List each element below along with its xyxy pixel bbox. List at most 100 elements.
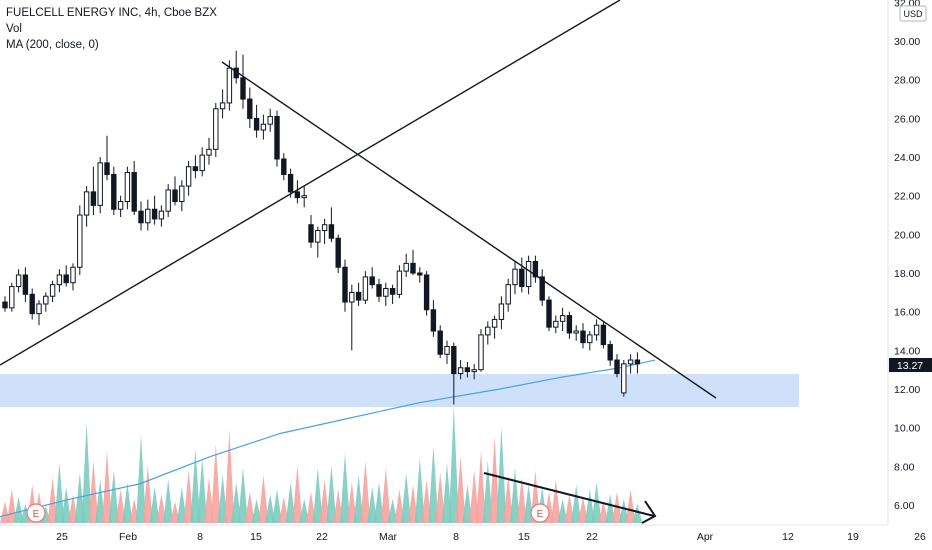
candle[interactable] — [321, 218, 328, 245]
candle[interactable] — [396, 265, 403, 299]
candle[interactable] — [274, 110, 280, 167]
candle[interactable] — [131, 160, 137, 216]
candle[interactable] — [104, 135, 110, 181]
candle[interactable] — [335, 234, 341, 274]
candle[interactable] — [9, 282, 15, 312]
candle[interactable] — [22, 267, 29, 303]
candle[interactable] — [444, 340, 450, 364]
candle[interactable] — [145, 199, 151, 231]
candle[interactable] — [165, 184, 171, 217]
candle[interactable] — [512, 261, 518, 295]
candle[interactable] — [77, 205, 83, 275]
candle[interactable] — [219, 89, 226, 119]
candle[interactable] — [83, 186, 90, 227]
candle[interactable] — [471, 363, 477, 380]
candle[interactable] — [627, 354, 634, 374]
candle[interactable] — [213, 102, 219, 158]
candle[interactable] — [349, 284, 355, 351]
candle[interactable] — [36, 300, 42, 326]
candle[interactable] — [49, 280, 56, 303]
candle[interactable] — [185, 160, 192, 196]
candle[interactable] — [226, 60, 233, 111]
candle[interactable] — [478, 329, 484, 372]
candle[interactable] — [376, 278, 382, 303]
candle[interactable] — [43, 292, 49, 312]
candle[interactable] — [553, 315, 559, 333]
candle[interactable] — [56, 269, 63, 293]
candle[interactable] — [63, 265, 69, 287]
candle[interactable] — [192, 155, 199, 179]
candle[interactable] — [634, 352, 641, 374]
candle[interactable] — [389, 284, 396, 304]
candle[interactable] — [355, 282, 362, 306]
candle[interactable] — [430, 300, 437, 337]
candle[interactable] — [138, 201, 144, 231]
candle[interactable] — [70, 263, 76, 291]
candle[interactable] — [315, 226, 321, 258]
candle[interactable] — [417, 267, 423, 283]
candle[interactable] — [253, 104, 260, 138]
candle[interactable] — [206, 137, 212, 165]
candle[interactable] — [593, 319, 600, 341]
candle[interactable] — [580, 323, 586, 349]
candle[interactable] — [267, 108, 273, 132]
candle[interactable] — [573, 325, 579, 341]
candle[interactable] — [546, 296, 552, 332]
candle[interactable] — [158, 205, 165, 227]
candle[interactable] — [260, 114, 267, 140]
candle[interactable] — [410, 249, 416, 275]
candle[interactable] — [308, 215, 314, 248]
candle[interactable] — [566, 311, 573, 339]
candle[interactable] — [247, 87, 253, 129]
candle[interactable] — [151, 195, 158, 225]
candle[interactable] — [29, 288, 35, 320]
candle[interactable] — [281, 153, 287, 181]
symbol-title[interactable]: FUELCELL ENERGY INC, 4h, Cboe BZX — [6, 7, 217, 19]
candle[interactable] — [301, 186, 307, 208]
candle[interactable] — [124, 166, 131, 210]
candle[interactable] — [498, 296, 505, 330]
candle[interactable] — [403, 253, 409, 277]
candle[interactable] — [233, 50, 239, 84]
candle[interactable] — [240, 54, 246, 109]
candle[interactable] — [423, 271, 430, 316]
candle[interactable] — [621, 360, 627, 397]
candle[interactable] — [525, 255, 532, 295]
volume-indicator-label[interactable]: Vol — [6, 23, 22, 35]
candle[interactable] — [294, 180, 301, 204]
candle[interactable] — [464, 361, 471, 378]
candle[interactable] — [485, 321, 491, 345]
candle[interactable] — [532, 255, 539, 283]
candle[interactable] — [559, 307, 566, 332]
candle[interactable] — [15, 269, 22, 293]
candle[interactable] — [2, 296, 8, 312]
candle[interactable] — [97, 157, 103, 214]
candle[interactable] — [519, 257, 525, 293]
candle[interactable] — [342, 259, 348, 312]
candle[interactable] — [600, 321, 607, 349]
candle[interactable] — [328, 207, 335, 243]
candle[interactable] — [383, 282, 389, 306]
candle[interactable] — [505, 278, 511, 312]
candle[interactable] — [437, 325, 443, 359]
candle[interactable] — [457, 360, 464, 380]
candle[interactable] — [287, 168, 294, 198]
ma-indicator-label[interactable]: MA (200, close, 0) — [6, 39, 99, 51]
candle[interactable] — [491, 315, 498, 339]
candle[interactable] — [362, 271, 369, 304]
candle[interactable] — [90, 166, 97, 216]
candle[interactable] — [587, 331, 593, 351]
candle[interactable] — [451, 342, 457, 405]
candle[interactable] — [117, 195, 124, 217]
candle[interactable] — [614, 354, 620, 378]
earnings-marker-2[interactable]: E — [530, 503, 550, 523]
earnings-marker-1[interactable]: E — [26, 503, 46, 523]
candle[interactable] — [199, 147, 205, 177]
candle[interactable] — [111, 166, 117, 216]
candle[interactable] — [607, 340, 613, 366]
candle[interactable] — [369, 267, 375, 289]
candle[interactable] — [172, 176, 178, 206]
candle[interactable] — [179, 180, 185, 212]
candle[interactable] — [539, 269, 545, 306]
